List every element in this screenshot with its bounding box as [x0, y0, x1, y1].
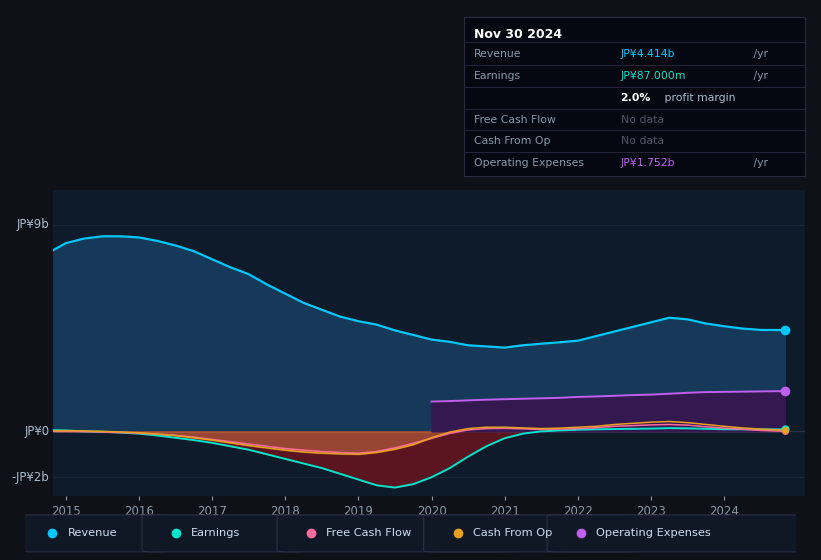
Text: Earnings: Earnings: [474, 71, 521, 81]
Text: JP¥4.414b: JP¥4.414b: [621, 49, 675, 58]
Text: JP¥0: JP¥0: [25, 425, 49, 438]
Text: Cash From Op: Cash From Op: [474, 136, 551, 146]
Text: profit margin: profit margin: [662, 93, 736, 103]
FancyBboxPatch shape: [277, 515, 517, 552]
Text: No data: No data: [621, 115, 663, 125]
Text: Cash From Op: Cash From Op: [473, 529, 553, 538]
Text: Nov 30 2024: Nov 30 2024: [474, 28, 562, 41]
FancyBboxPatch shape: [424, 515, 638, 552]
Text: JP¥1.752b: JP¥1.752b: [621, 158, 675, 168]
FancyBboxPatch shape: [18, 515, 169, 552]
Text: Operating Expenses: Operating Expenses: [474, 158, 584, 168]
Text: Free Cash Flow: Free Cash Flow: [474, 115, 556, 125]
Text: -JP¥2b: -JP¥2b: [11, 471, 49, 484]
Text: Earnings: Earnings: [191, 529, 241, 538]
Text: Revenue: Revenue: [68, 529, 117, 538]
Text: Revenue: Revenue: [474, 49, 521, 58]
Text: /yr: /yr: [750, 71, 768, 81]
Text: /yr: /yr: [750, 49, 768, 58]
FancyBboxPatch shape: [142, 515, 305, 552]
FancyBboxPatch shape: [547, 515, 821, 552]
Text: Free Cash Flow: Free Cash Flow: [327, 529, 411, 538]
Text: Operating Expenses: Operating Expenses: [597, 529, 711, 538]
Text: JP¥87.000m: JP¥87.000m: [621, 71, 686, 81]
Text: No data: No data: [621, 136, 663, 146]
Text: /yr: /yr: [750, 158, 768, 168]
Text: JP¥9b: JP¥9b: [17, 218, 49, 231]
Text: 2.0%: 2.0%: [621, 93, 651, 103]
